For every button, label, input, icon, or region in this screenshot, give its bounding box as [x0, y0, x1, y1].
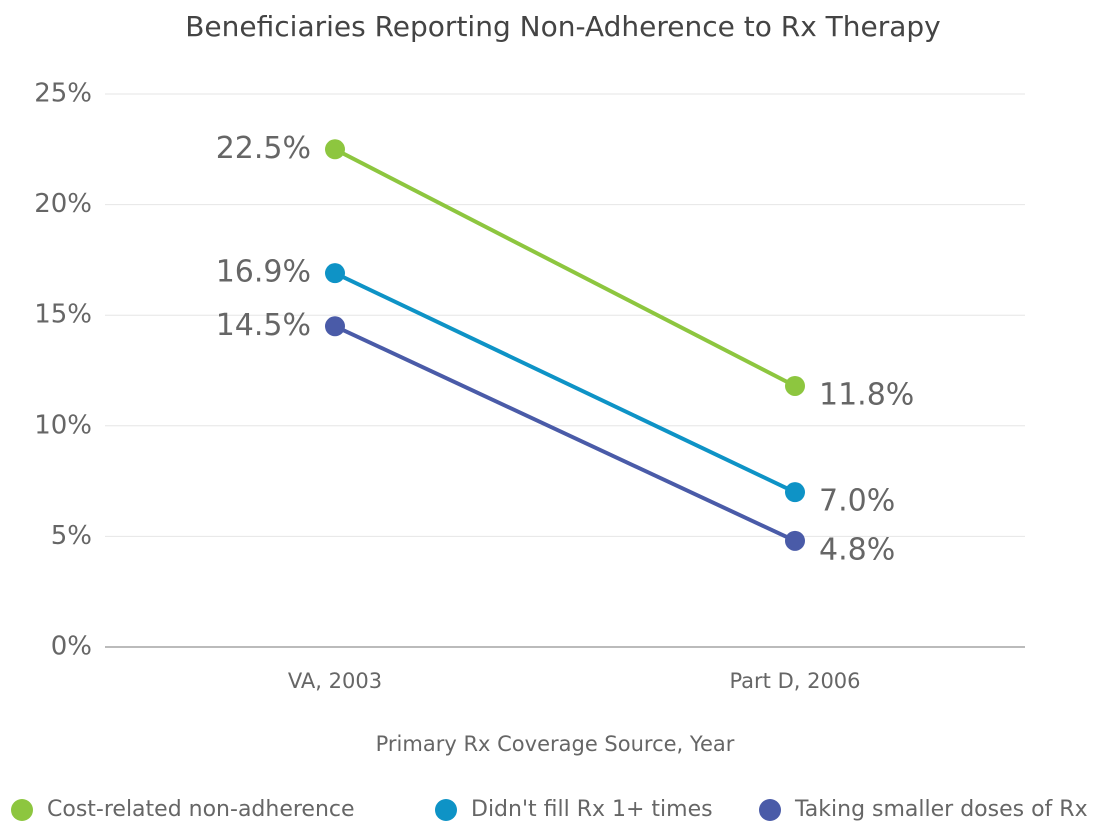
y-tick-label: 0%: [51, 632, 92, 662]
series-line: [334, 271, 796, 494]
data-label: 7.0%: [819, 484, 895, 519]
series-line: [334, 147, 796, 388]
data-label: 16.9%: [216, 255, 311, 290]
legend-marker: [435, 799, 457, 821]
series-line: [334, 324, 796, 543]
legend-marker: [759, 799, 781, 821]
y-tick-label: 20%: [34, 189, 92, 219]
y-tick-label: 10%: [34, 410, 92, 440]
data-label: 4.8%: [819, 532, 895, 567]
legend-label: Cost-related non-adherence: [47, 797, 355, 822]
y-tick-label: 5%: [51, 521, 92, 551]
y-tick-label: 15%: [34, 300, 92, 330]
data-point: [785, 482, 805, 503]
chart-title: Beneficiaries Reporting Non-Adherence to…: [185, 10, 941, 43]
x-tick-label: Part D, 2006: [729, 669, 860, 693]
data-label: 11.8%: [819, 377, 914, 412]
legend-marker: [11, 799, 33, 821]
x-axis-label: Primary Rx Coverage Source, Year: [376, 732, 735, 756]
data-point: [325, 139, 345, 160]
y-tick-label: 25%: [34, 79, 92, 109]
data-point: [325, 263, 345, 284]
data-point: [785, 530, 805, 551]
legend-label: Taking smaller doses of Rx: [794, 797, 1088, 822]
legend-label: Didn't fill Rx 1+ times: [471, 797, 713, 822]
x-tick-label: VA, 2003: [288, 669, 382, 693]
data-point: [325, 316, 345, 337]
data-point: [785, 375, 805, 396]
data-label: 22.5%: [216, 131, 311, 166]
data-label: 14.5%: [216, 308, 311, 343]
